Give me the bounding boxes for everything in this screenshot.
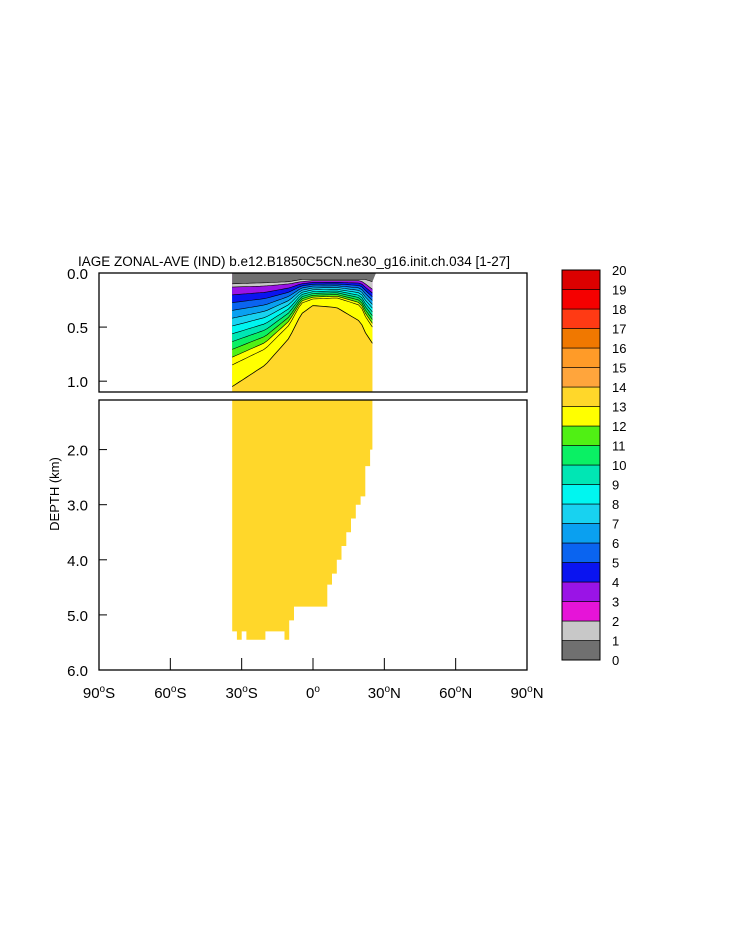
lower-y-tick-label: 2.0	[67, 443, 88, 460]
colorbar-swatch-8	[561, 484, 601, 505]
colorbar-swatch-5	[561, 542, 601, 563]
colorbar-label: 0	[612, 653, 619, 668]
x-tick-label: 90oS	[83, 684, 115, 702]
colorbar-label: 20	[612, 263, 626, 278]
colorbar-swatch-0	[561, 640, 601, 661]
colorbar-swatch-1	[561, 620, 601, 641]
contour-line-2	[232, 280, 373, 290]
x-tick-label: 30oN	[368, 684, 401, 702]
colorbar-swatch-4	[561, 562, 601, 583]
colorbar-label: 1	[612, 634, 619, 649]
lower-ocean-fill	[232, 400, 373, 640]
colorbar-label: 5	[612, 556, 619, 571]
colorbar-swatch-15	[561, 347, 601, 368]
colorbar-label: 7	[612, 517, 619, 532]
colorbar-label: 13	[612, 400, 626, 415]
x-tick-label: 0o	[306, 684, 320, 702]
x-tick-label: 90oN	[510, 684, 543, 702]
colorbar-label: 9	[612, 478, 619, 493]
contour-line-7	[232, 288, 373, 327]
colorbar-label: 12	[612, 419, 626, 434]
colorbar-swatch-9	[561, 464, 601, 485]
upper-y-tick-label: 0.0	[67, 266, 88, 283]
x-tick-label: 30oS	[226, 684, 258, 702]
contour-line-12	[232, 297, 373, 366]
colorbar-swatch-10	[561, 445, 601, 466]
colorbar-label: 19	[612, 283, 626, 298]
upper-y-tick-label: 0.5	[67, 320, 88, 337]
colorbar-swatch-17	[561, 308, 601, 329]
contour-line-8	[232, 290, 373, 335]
colorbar-swatch-2	[561, 601, 601, 622]
chart-title: IAGE ZONAL-AVE (IND) b.e12.B1850C5CN.ne3…	[78, 254, 510, 269]
colorbar-swatch-12	[561, 406, 601, 427]
contour-line-6	[232, 287, 373, 319]
contour-line-4	[232, 283, 373, 303]
colorbar-label: 8	[612, 497, 619, 512]
upper-panel-frame	[98, 272, 528, 393]
colorbar-label: 18	[612, 302, 626, 317]
colorbar-label: 10	[612, 458, 626, 473]
colorbar-swatch-18	[561, 289, 601, 310]
colorbar-swatch-13	[561, 386, 601, 407]
colorbar-swatch-6	[561, 523, 601, 544]
colorbar-label: 4	[612, 575, 619, 590]
y-axis-label: DEPTH (km)	[47, 457, 62, 531]
colorbar-label: 11	[612, 439, 626, 454]
colorbar-label: 2	[612, 614, 619, 629]
colorbar-label: 16	[612, 341, 626, 356]
contour-line-5	[232, 285, 373, 311]
colorbar-swatch-16	[561, 328, 601, 349]
colorbar-swatch-14	[561, 367, 601, 388]
colorbar-label: 6	[612, 536, 619, 551]
axis-ticks: 0.0 0.5 1.0 2.0 3.0 4.0 5.0 6.0 90oS 60oS 30oS 0o 30…	[67, 266, 543, 702]
band-0-1	[232, 273, 376, 284]
x-tick-label: 60oN	[439, 684, 472, 702]
lower-y-tick-label: 5.0	[67, 608, 88, 625]
colorbar-swatch-7	[561, 503, 601, 524]
lower-y-tick-label: 3.0	[67, 498, 88, 515]
lower-y-tick-label: 4.0	[67, 553, 88, 570]
upper-y-tick-label: 1.0	[67, 374, 88, 391]
contour-line-9	[232, 292, 373, 342]
contour-line-3	[232, 281, 373, 296]
colorbar-label: 3	[612, 595, 619, 610]
contour-line-11	[232, 295, 373, 358]
colorbar-swatch-3	[561, 581, 601, 602]
contour-line-1	[232, 279, 373, 285]
colorbar-swatch-11	[561, 425, 601, 446]
contour-line-10	[232, 294, 373, 350]
lower-y-tick-label: 6.0	[67, 663, 88, 680]
colorbar-label: 15	[612, 361, 626, 376]
colorbar-swatch-19	[561, 269, 601, 290]
colorbar-label: 17	[612, 322, 626, 337]
x-tick-label: 60oS	[154, 684, 186, 702]
contour-line-13	[231, 305, 373, 387]
colorbar-label: 14	[612, 380, 626, 395]
contour-fill-layer	[231, 273, 376, 640]
colorbar-frame	[561, 269, 601, 661]
